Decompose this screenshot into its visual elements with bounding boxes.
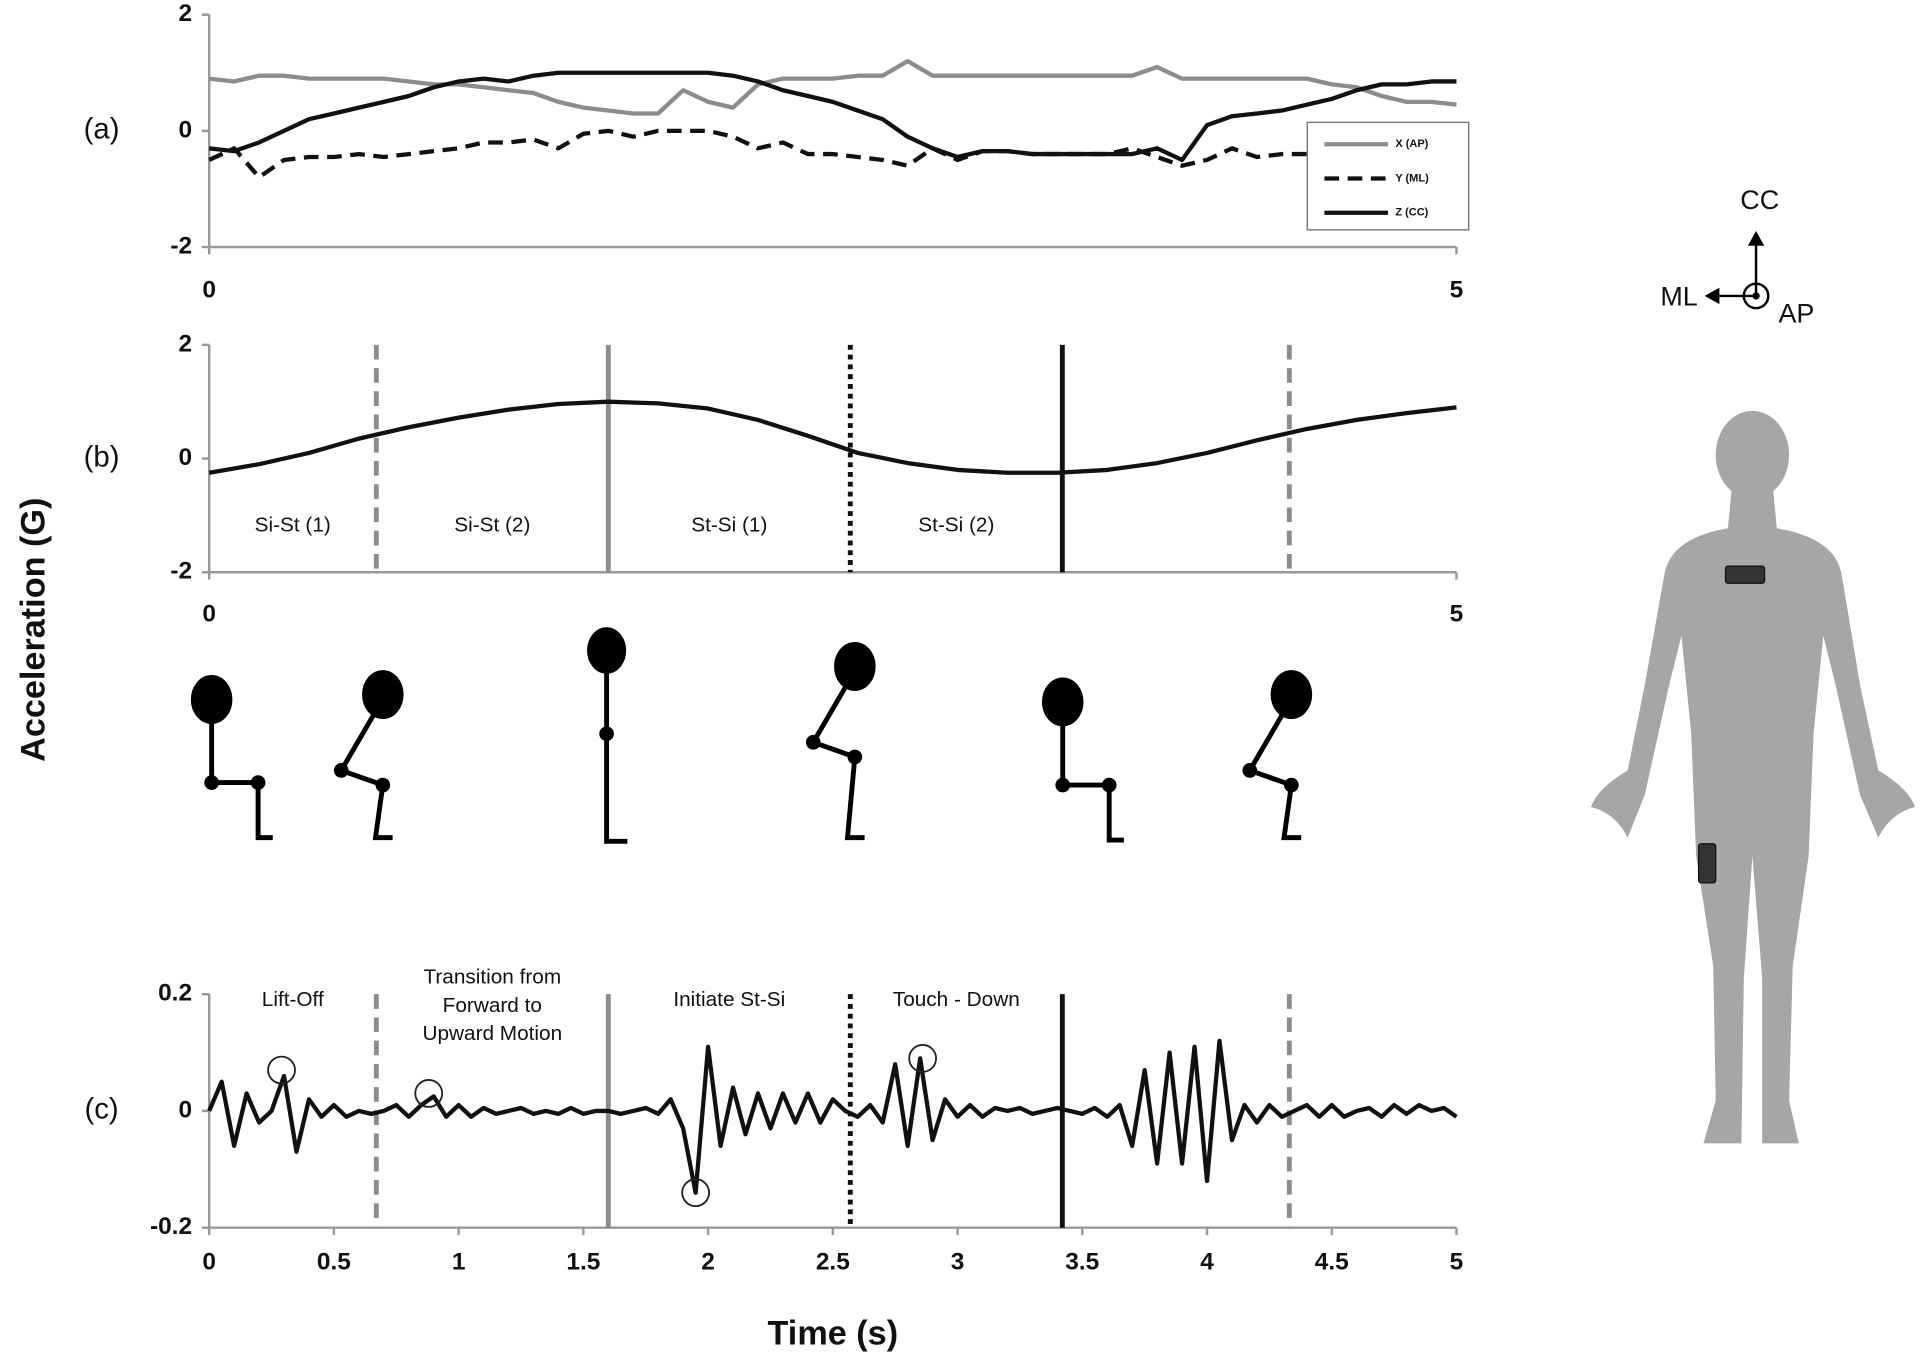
data-line [208, 70, 1457, 163]
data-line [208, 128, 1457, 180]
y-tick-label: 0 [178, 116, 192, 143]
axis-label: AP [1778, 299, 1814, 329]
highlight-circle [681, 1178, 710, 1208]
panel: -2 0 2 0 5 (a) X (AP) Y (ML) Z (CC) [84, 0, 1470, 303]
legend-label: Z (CC) [1395, 207, 1428, 219]
annotation: Si-St (1) [255, 513, 331, 536]
stick-figure-leaning [333, 670, 404, 841]
y-tick-label: -2 [170, 558, 192, 585]
y-tick-label: 0 [178, 1096, 192, 1123]
stick-figure-standing [587, 627, 628, 844]
annotation: Transition from [423, 966, 561, 989]
highlight-circle [908, 1044, 937, 1073]
y-tick-label: 0 [178, 444, 192, 471]
panel-label: (b) [84, 440, 120, 473]
x-tick-label: 0.5 [317, 1249, 351, 1276]
y-tick-label: 0.2 [158, 980, 192, 1007]
annotation: St-Si (1) [691, 513, 767, 536]
highlight-circle [414, 1079, 444, 1108]
stick-figure-sitting [190, 674, 273, 841]
stick-figure-sitting [1041, 677, 1124, 843]
x-tick-label: 0 [202, 601, 216, 628]
y-axis-title: Acceleration (G) [15, 498, 53, 762]
x-tick-label: 5 [1450, 1249, 1464, 1276]
y-tick-label: 2 [178, 330, 192, 357]
x-tick-label: 2.5 [816, 1249, 850, 1276]
x-tick-label: 4.5 [1315, 1249, 1349, 1276]
x-tick-label: 5 [1450, 276, 1464, 303]
x-tick-label: 1 [452, 1249, 466, 1276]
x-tick-label: 3 [951, 1249, 965, 1276]
x-tick-label: 1.5 [566, 1249, 600, 1276]
data-line [208, 59, 1457, 116]
annotation: Lift-Off [262, 988, 324, 1011]
annotation: Forward to [443, 994, 542, 1017]
data-line [207, 1038, 1458, 1195]
stick-figure-leaning [805, 641, 876, 841]
annotation: Initiate St-Si [673, 988, 785, 1011]
y-tick-label: -0.2 [150, 1213, 192, 1240]
panel: -2 0 2 0 5 (b) Si-St (1) Si-St (2) St-Si (1) St-S… [84, 330, 1464, 627]
x-tick-label: 0 [202, 276, 216, 303]
y-tick-label: 2 [178, 0, 192, 27]
stick-figure-leaning [1242, 670, 1313, 841]
annotation: Touch - Down [893, 988, 1020, 1011]
highlight-circle [267, 1055, 296, 1085]
annotation: St-Si (2) [918, 513, 994, 536]
panel: -0.2 0 0.2 0 0.5 1 1.5 2 2.5 3 3.5 4 4.5 5 (c) Lift-Off… [84, 966, 1463, 1276]
axis-label: ML [1660, 281, 1697, 311]
axis-label: CC [1740, 185, 1779, 215]
x-tick-label: 0 [202, 1249, 216, 1276]
panel-label: (a) [84, 113, 120, 146]
panel-label: (c) [84, 1093, 118, 1126]
legend-label: Y (ML) [1395, 172, 1429, 184]
annotation: Si-St (2) [454, 513, 530, 536]
data-line [208, 399, 1457, 475]
x-tick-label: 4 [1200, 1249, 1214, 1276]
x-axis-title: Time (s) [768, 1314, 899, 1352]
legend-label: X (AP) [1395, 138, 1428, 150]
body-diagram: CC ML AP [1590, 185, 1916, 1144]
annotation: Upward Motion [422, 1022, 562, 1045]
x-tick-label: 5 [1450, 601, 1464, 628]
y-tick-label: -2 [170, 232, 192, 259]
stick-figures [190, 627, 1313, 844]
legend: X (AP) Y (ML) Z (CC) [1306, 121, 1470, 231]
x-tick-label: 3.5 [1065, 1249, 1099, 1276]
x-tick-label: 2 [701, 1249, 715, 1276]
